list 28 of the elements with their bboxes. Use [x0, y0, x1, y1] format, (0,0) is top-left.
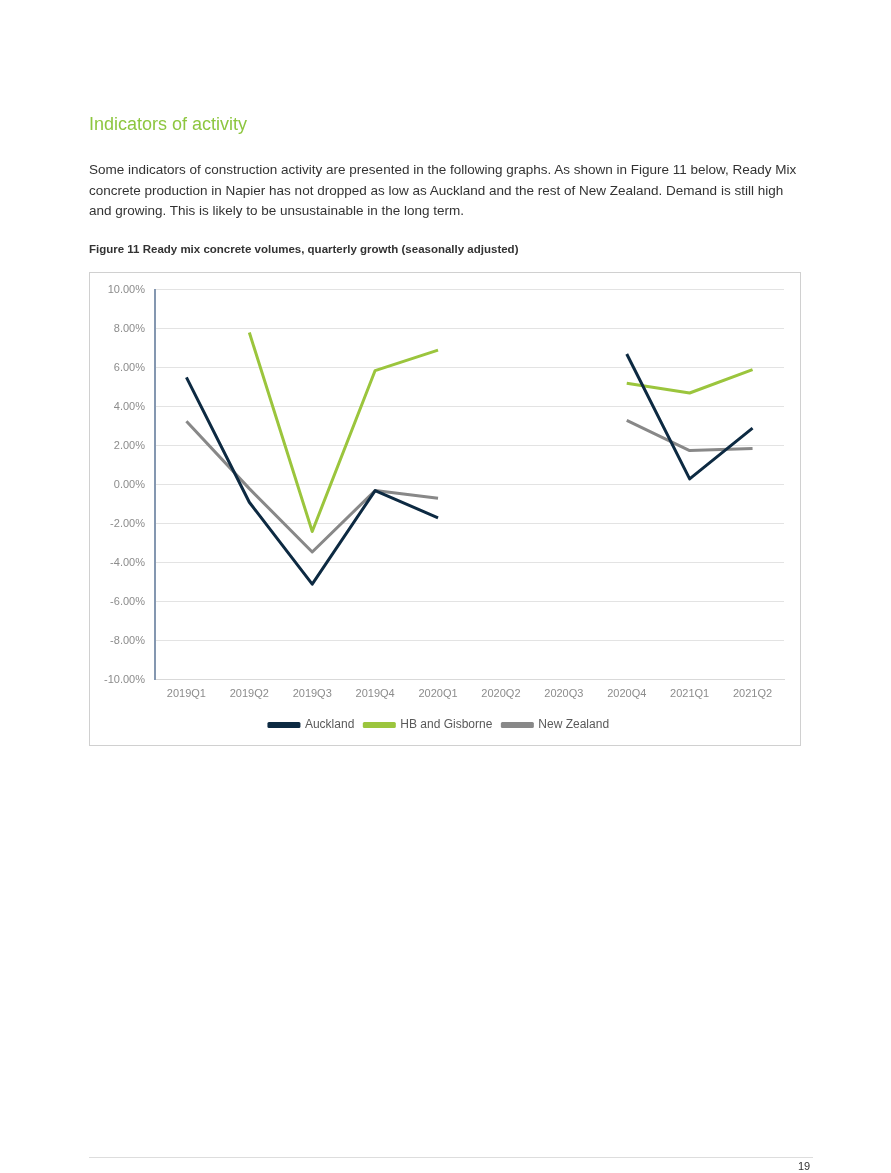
x-tick-label: 2020Q2 — [481, 687, 521, 700]
y-tick-label: 6.00% — [113, 360, 146, 373]
legend-label: Auckland — [304, 717, 355, 732]
y-tick-label: 2.00% — [113, 438, 146, 451]
text: Some indicators of construction activity are presented in the following graphs. As shown in Figure 11 below, Ready Mix concrete production in Napier has not dropped as low as Auckland and the rest of New Zealand. Demand is still high and growing. This is likely to be unsustainable in the long term. — [89, 161, 798, 220]
x-tick-label: 2021Q2 — [732, 687, 773, 700]
x-tick-label: 2019Q3 — [292, 687, 332, 700]
y-tick-label: 0.00% — [113, 477, 146, 490]
x-tick-label: 2019Q2 — [229, 687, 269, 700]
y-tick-label: -8.00% — [110, 633, 146, 646]
x-tick-label: 2021Q1 — [670, 687, 710, 700]
text: 19 — [798, 1160, 811, 1172]
y-tick-label: -2.00% — [110, 516, 146, 529]
x-tick-label: 2019Q4 — [355, 687, 395, 700]
y-tick-label: -10.00% — [103, 672, 146, 685]
y-tick-label: 10.00% — [107, 282, 146, 295]
y-tick-label: -6.00% — [110, 594, 146, 607]
y-tick-label: 8.00% — [113, 321, 146, 334]
x-tick-label: 2019Q1 — [166, 687, 206, 700]
x-tick-label: 2020Q3 — [544, 687, 584, 700]
x-tick-label: 2020Q1 — [418, 687, 458, 700]
x-tick-label: 2020Q4 — [607, 687, 647, 700]
legend-label: HB and Gisborne — [400, 717, 493, 732]
chart-title: Figure 11 Ready mix concrete volumes, quarterly growth (seasonally adjusted) — [89, 243, 519, 255]
y-tick-label: -4.00% — [110, 555, 146, 568]
legend-label: New Zealand — [538, 717, 610, 732]
y-tick-label: 4.00% — [113, 399, 146, 412]
text: Indicators of activity — [89, 114, 248, 135]
